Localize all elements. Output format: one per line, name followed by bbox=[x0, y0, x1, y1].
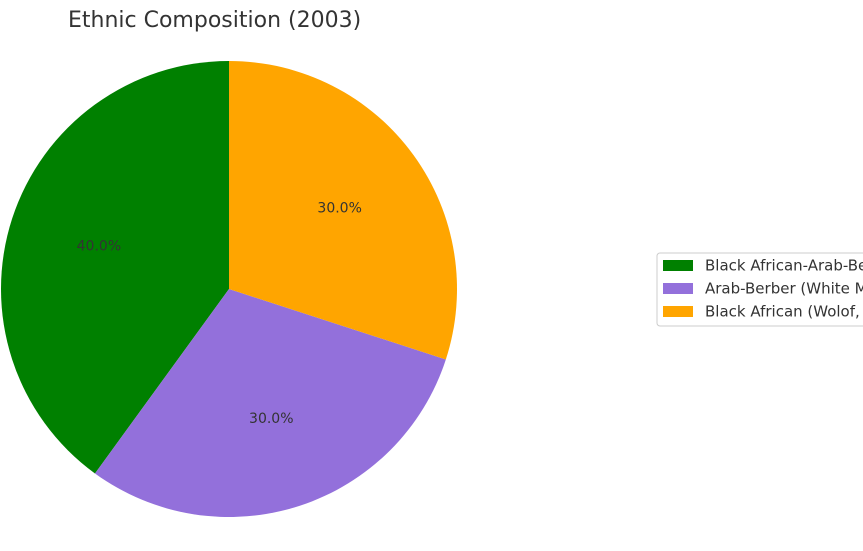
legend-swatch bbox=[663, 283, 693, 294]
legend-swatch bbox=[663, 260, 693, 271]
pie-slice bbox=[229, 61, 457, 360]
legend-label: Black African-Arab-Be bbox=[705, 257, 863, 275]
pie-slice bbox=[0, 61, 229, 474]
slice-label: 30.0% bbox=[249, 411, 293, 427]
slice-label: 30.0% bbox=[317, 201, 361, 217]
slice-label: 40.0% bbox=[77, 239, 121, 255]
pie-slice bbox=[94, 289, 446, 517]
legend-box bbox=[656, 252, 863, 327]
legend-label: Arab-Berber (White M bbox=[705, 280, 863, 298]
chart-title: Ethnic Composition (2003) bbox=[68, 8, 361, 33]
legend-label: Black African (Wolof, bbox=[705, 303, 860, 321]
legend-swatch bbox=[663, 306, 693, 317]
